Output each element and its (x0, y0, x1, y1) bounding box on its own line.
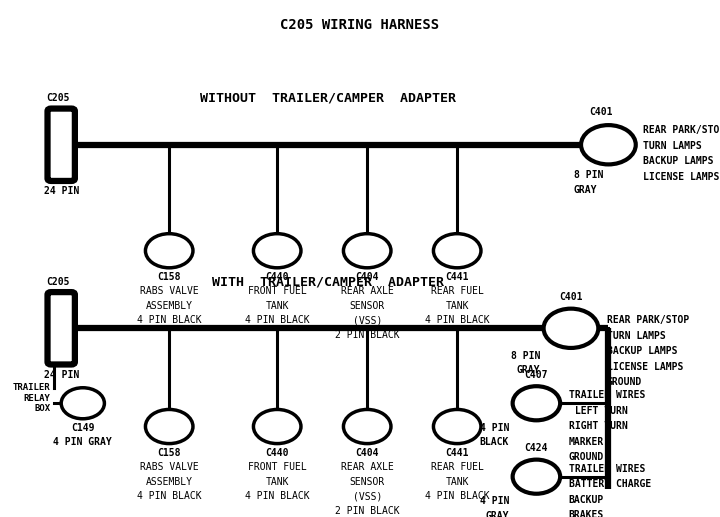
Text: C441: C441 (446, 448, 469, 458)
Text: 4 PIN BLACK: 4 PIN BLACK (425, 491, 490, 501)
Text: C158: C158 (158, 272, 181, 282)
Text: BACKUP LAMPS: BACKUP LAMPS (643, 156, 714, 166)
Text: BATTERY CHARGE: BATTERY CHARGE (569, 479, 651, 489)
Text: ASSEMBLY: ASSEMBLY (145, 477, 193, 486)
Circle shape (513, 460, 560, 494)
Text: WITH  TRAILER/CAMPER  ADAPTER: WITH TRAILER/CAMPER ADAPTER (212, 275, 444, 288)
Text: 4 PIN GRAY: 4 PIN GRAY (53, 437, 112, 447)
Text: FRONT FUEL: FRONT FUEL (248, 462, 307, 472)
Text: C205: C205 (46, 94, 69, 103)
Circle shape (253, 409, 301, 444)
Text: BRAKES: BRAKES (569, 510, 604, 517)
Circle shape (544, 309, 598, 348)
Text: SENSOR: SENSOR (350, 301, 384, 311)
Text: GRAY: GRAY (485, 511, 509, 517)
FancyBboxPatch shape (48, 109, 75, 181)
Circle shape (145, 234, 193, 268)
Text: TRAILER WIRES: TRAILER WIRES (569, 390, 645, 400)
Text: C407: C407 (525, 370, 548, 380)
Text: MARKER: MARKER (569, 437, 604, 447)
Text: LEFT TURN: LEFT TURN (569, 406, 628, 416)
Text: C401: C401 (590, 108, 613, 117)
Text: 4 PIN BLACK: 4 PIN BLACK (245, 315, 310, 325)
Text: GRAY: GRAY (574, 185, 598, 195)
Text: 4 PIN BLACK: 4 PIN BLACK (245, 491, 310, 501)
Text: REAR PARK/STOP: REAR PARK/STOP (643, 125, 720, 135)
Text: REAR FUEL: REAR FUEL (431, 286, 484, 296)
Text: C441: C441 (446, 272, 469, 282)
FancyBboxPatch shape (48, 292, 75, 364)
Text: TURN LAMPS: TURN LAMPS (607, 331, 666, 341)
Text: C424: C424 (525, 444, 548, 453)
Text: RABS VALVE: RABS VALVE (140, 462, 199, 472)
Text: 8 PIN: 8 PIN (510, 351, 540, 360)
Text: TANK: TANK (266, 301, 289, 311)
Text: 4 PIN BLACK: 4 PIN BLACK (137, 315, 202, 325)
Text: C404: C404 (356, 272, 379, 282)
Text: SENSOR: SENSOR (350, 477, 384, 486)
Circle shape (145, 409, 193, 444)
Text: REAR FUEL: REAR FUEL (431, 462, 484, 472)
Text: REAR PARK/STOP: REAR PARK/STOP (607, 315, 689, 325)
Text: C205 WIRING HARNESS: C205 WIRING HARNESS (280, 18, 440, 32)
Circle shape (61, 388, 104, 419)
Text: TANK: TANK (446, 301, 469, 311)
Text: C158: C158 (158, 448, 181, 458)
Text: BLACK: BLACK (480, 437, 509, 447)
Text: RABS VALVE: RABS VALVE (140, 286, 199, 296)
Text: TURN LAMPS: TURN LAMPS (643, 141, 702, 151)
Text: TRAILER WIRES: TRAILER WIRES (569, 464, 645, 474)
Text: C440: C440 (266, 448, 289, 458)
Text: 2 PIN BLACK: 2 PIN BLACK (335, 506, 400, 515)
Text: 4 PIN: 4 PIN (480, 423, 509, 433)
Text: 4 PIN BLACK: 4 PIN BLACK (425, 315, 490, 325)
Text: 8 PIN: 8 PIN (574, 170, 603, 179)
Text: 24 PIN: 24 PIN (44, 370, 78, 379)
Text: C401: C401 (559, 293, 582, 302)
Text: GROUND: GROUND (607, 377, 642, 387)
Text: WITHOUT  TRAILER/CAMPER  ADAPTER: WITHOUT TRAILER/CAMPER ADAPTER (199, 92, 456, 105)
Text: C205: C205 (46, 277, 69, 287)
Text: BACKUP LAMPS: BACKUP LAMPS (607, 346, 678, 356)
Text: BACKUP: BACKUP (569, 495, 604, 505)
Circle shape (433, 234, 481, 268)
Text: 2 PIN BLACK: 2 PIN BLACK (335, 330, 400, 340)
Text: C440: C440 (266, 272, 289, 282)
Circle shape (433, 409, 481, 444)
Text: LICENSE LAMPS: LICENSE LAMPS (607, 362, 683, 372)
Text: ASSEMBLY: ASSEMBLY (145, 301, 193, 311)
Text: GRAY: GRAY (516, 365, 540, 375)
Text: C149: C149 (71, 423, 94, 433)
Text: GROUND: GROUND (569, 452, 604, 462)
Text: (VSS): (VSS) (353, 491, 382, 501)
Text: TANK: TANK (266, 477, 289, 486)
Text: 4 PIN BLACK: 4 PIN BLACK (137, 491, 202, 501)
Circle shape (253, 234, 301, 268)
Text: FRONT FUEL: FRONT FUEL (248, 286, 307, 296)
Text: RIGHT TURN: RIGHT TURN (569, 421, 628, 431)
Text: LICENSE LAMPS: LICENSE LAMPS (643, 172, 719, 182)
Circle shape (343, 409, 391, 444)
Text: REAR AXLE: REAR AXLE (341, 462, 394, 472)
Text: TANK: TANK (446, 477, 469, 486)
Text: REAR AXLE: REAR AXLE (341, 286, 394, 296)
Text: 4 PIN: 4 PIN (480, 496, 509, 506)
Text: 24 PIN: 24 PIN (44, 186, 78, 196)
Text: TRAILER
RELAY
BOX: TRAILER RELAY BOX (13, 383, 50, 413)
Text: (VSS): (VSS) (353, 315, 382, 325)
Circle shape (581, 125, 636, 164)
Text: C404: C404 (356, 448, 379, 458)
Circle shape (343, 234, 391, 268)
Circle shape (513, 386, 560, 420)
